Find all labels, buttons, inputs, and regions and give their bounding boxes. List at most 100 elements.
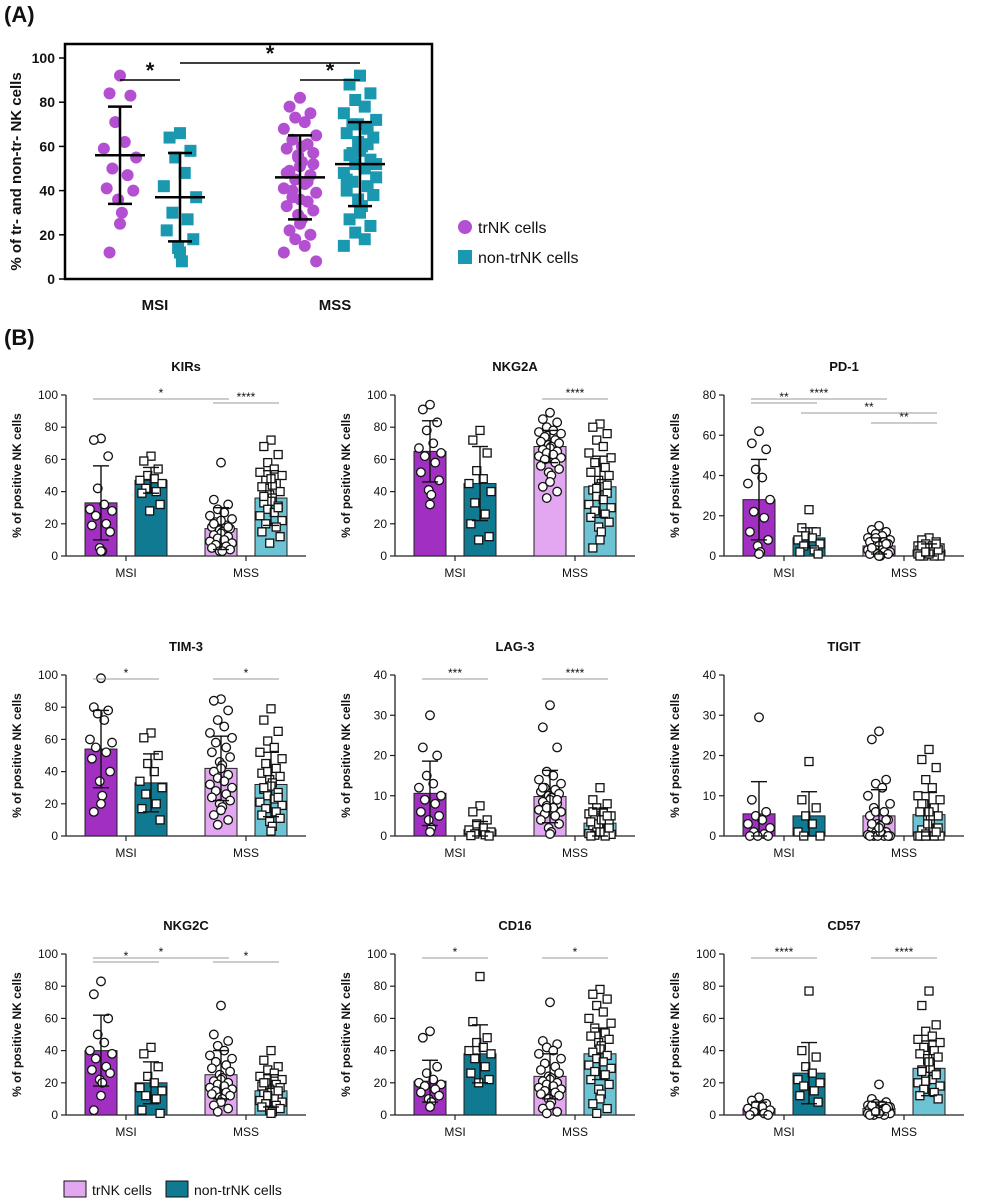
data-point-trnk	[286, 184, 299, 197]
data-point-trnk	[130, 151, 143, 164]
data-point-nontrnk	[915, 1049, 925, 1059]
data-point-nontrnk	[917, 1000, 927, 1011]
data-point-trnk	[415, 806, 426, 817]
data-point-nontrnk	[917, 799, 927, 809]
data-point-trnk	[223, 814, 234, 825]
y-tick-label: 0	[709, 549, 716, 563]
legend-marker-trnk	[458, 220, 472, 234]
data-point-trnk	[534, 774, 544, 785]
data-point-nontrnk	[815, 1078, 825, 1088]
data-point-trnk	[535, 1089, 546, 1100]
data-point-nontrnk	[797, 1045, 807, 1056]
data-point-trnk	[208, 695, 219, 706]
y-tick-label: 20	[374, 749, 388, 763]
data-point-trnk	[750, 464, 761, 475]
data-point-nontrnk	[143, 1071, 153, 1082]
data-point-nontrnk	[174, 246, 186, 259]
chart-tim-3: TIM-3 0 20 40 60 80 100 % of positive NK cells M…	[10, 639, 306, 860]
data-point-nontrnk	[263, 1091, 273, 1101]
data-point-nontrnk	[153, 1062, 163, 1072]
y-tick-label: 20	[374, 1076, 388, 1090]
data-point-nontrnk	[606, 503, 616, 513]
data-point-nontrnk	[354, 206, 366, 219]
y-axis-label: % of positive NK cells	[339, 972, 353, 1097]
data-point-nontrnk	[263, 457, 273, 468]
data-point-trnk	[425, 499, 435, 510]
data-point-trnk	[124, 89, 137, 102]
data-point-nontrnk	[139, 456, 149, 466]
data-point-trnk	[227, 732, 238, 743]
y-tick-label: 10	[703, 789, 717, 803]
data-point-nontrnk	[266, 1045, 276, 1056]
data-point-nontrnk	[606, 1063, 616, 1073]
data-point-trnk	[212, 1106, 223, 1117]
data-point-nontrnk	[464, 1045, 474, 1056]
data-point-nontrnk	[486, 1049, 496, 1059]
data-point-nontrnk	[595, 984, 605, 995]
data-point-trnk	[208, 1029, 219, 1040]
data-point-nontrnk	[799, 1081, 809, 1091]
data-point-trnk	[307, 147, 320, 160]
data-point-nontrnk	[468, 435, 478, 445]
data-point-nontrnk	[146, 1042, 156, 1053]
y-tick-label: 80	[703, 388, 717, 402]
data-point-nontrnk	[470, 498, 480, 508]
data-point-nontrnk	[595, 1094, 605, 1104]
data-point-trnk	[419, 451, 430, 462]
data-point-nontrnk	[793, 1074, 803, 1085]
data-point-nontrnk	[266, 826, 276, 836]
data-point-trnk	[425, 1026, 435, 1037]
data-point-trnk	[101, 518, 112, 529]
y-tick-label: 60	[374, 452, 388, 466]
significance-label: *	[146, 58, 155, 83]
data-point-nontrnk	[478, 474, 488, 484]
data-point-trnk	[432, 417, 443, 428]
data-point-nontrnk	[149, 474, 159, 484]
data-point-trnk	[106, 162, 119, 175]
data-point-trnk	[415, 467, 426, 478]
data-point-nontrnk	[263, 766, 273, 777]
data-point-nontrnk	[797, 795, 807, 805]
data-point-nontrnk	[801, 811, 811, 821]
data-point-trnk	[286, 133, 299, 146]
y-tick-label: 100	[38, 947, 58, 961]
data-point-trnk	[863, 790, 873, 801]
data-point-trnk	[115, 206, 128, 219]
data-point-nontrnk	[273, 726, 283, 736]
y-tick-label: 80	[45, 700, 59, 714]
data-point-trnk	[97, 1077, 108, 1088]
y-tick-label: 40	[45, 485, 59, 499]
data-point-trnk	[294, 91, 306, 104]
data-point-nontrnk	[606, 453, 616, 463]
data-point-trnk	[97, 790, 108, 801]
significance-label: **	[779, 390, 789, 404]
data-point-trnk	[434, 1090, 445, 1101]
data-point-trnk	[84, 504, 95, 515]
data-point-nontrnk	[592, 1108, 602, 1119]
data-point-nontrnk	[259, 441, 269, 452]
y-axis-label: % of positive NK cells	[668, 413, 682, 538]
data-point-nontrnk	[257, 527, 267, 537]
data-point-nontrnk	[809, 1086, 819, 1096]
data-point-nontrnk	[269, 1068, 279, 1078]
data-point-nontrnk	[157, 478, 167, 489]
data-point-trnk	[90, 510, 101, 521]
data-point-nontrnk	[178, 166, 191, 179]
data-point-nontrnk	[466, 1068, 476, 1078]
data-point-trnk	[425, 399, 435, 410]
x-tick-label: MSI	[115, 846, 136, 860]
y-tick-label: 30	[703, 708, 717, 722]
chart-nkg2c: NKG2C 0 20 40 60 80 100 % of positive NK cells M…	[10, 918, 306, 1139]
data-point-nontrnk	[337, 107, 350, 120]
data-point-trnk	[208, 494, 219, 505]
data-point-trnk	[545, 407, 555, 418]
data-point-nontrnk	[595, 783, 605, 793]
data-point-trnk	[206, 792, 217, 803]
y-tick-label: 60	[45, 732, 59, 746]
y-tick-label: 80	[39, 94, 55, 110]
data-point-trnk	[537, 782, 548, 793]
data-point-trnk	[280, 166, 293, 179]
data-point-trnk	[114, 69, 126, 82]
significance-label: *	[124, 666, 129, 680]
